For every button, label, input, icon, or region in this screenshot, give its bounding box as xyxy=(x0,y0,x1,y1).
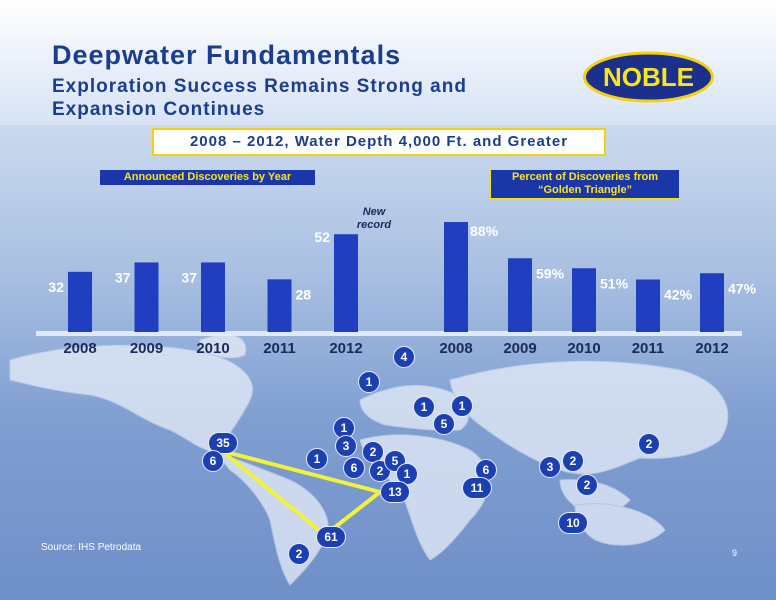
category-label-2008: 2008 xyxy=(63,340,96,357)
map-marker: 2 xyxy=(562,450,584,472)
map-marker: 2 xyxy=(576,474,598,496)
map-marker: 6 xyxy=(343,457,365,479)
map-marker: 3 xyxy=(539,456,561,478)
map-marker: 2 xyxy=(362,441,384,463)
value-label-2009: 59% xyxy=(536,265,565,281)
bar-2012 xyxy=(700,273,724,332)
map-marker: 2 xyxy=(288,543,310,565)
category-label-2012: 2012 xyxy=(695,340,728,357)
page-title: Deepwater Fundamentals xyxy=(52,40,402,70)
value-label-2011: 28 xyxy=(296,286,312,302)
value-label-2010: 51% xyxy=(600,275,629,291)
map-marker: 10 xyxy=(558,512,588,534)
category-label-2012: 2012 xyxy=(329,340,362,357)
map-marker: 3 xyxy=(335,435,357,457)
bar-2011 xyxy=(636,279,660,332)
category-label-2009: 2009 xyxy=(130,340,163,357)
left-chart-title: Announced Discoveries by Year xyxy=(99,169,316,186)
noble-logo: NOBLE xyxy=(583,51,714,103)
category-label-2010: 2010 xyxy=(196,340,229,357)
map-marker: 35 xyxy=(208,432,238,454)
logo-text: NOBLE xyxy=(603,62,694,92)
discoveries-chart: 32 2008 37 2009 37 2010 28 2011 52 2012 xyxy=(48,229,362,357)
category-label-2011: 2011 xyxy=(632,340,665,357)
right-chart-title: Percent of Discoveries from “Golden Tria… xyxy=(490,169,680,199)
value-label-2011: 42% xyxy=(664,287,693,303)
map-marker: 61 xyxy=(316,526,346,548)
map-marker: 13 xyxy=(380,481,410,503)
map-marker: 4 xyxy=(393,346,415,368)
value-label-2012: 47% xyxy=(728,280,757,296)
value-label-2010: 37 xyxy=(181,269,197,285)
chart-baseline xyxy=(36,331,742,336)
map-marker: 1 xyxy=(451,395,473,417)
value-label-2008: 88% xyxy=(470,223,499,239)
golden-triangle-chart: 88% 2008 59% 2009 51% 2010 42% 2011 47% 2012 xyxy=(439,222,757,357)
new-record-annotation: New record xyxy=(356,206,392,231)
golden-triangle xyxy=(220,449,382,537)
bar-2009 xyxy=(134,262,159,332)
bar-2008 xyxy=(68,271,92,332)
bar-2011 xyxy=(267,279,292,332)
map-marker: 5 xyxy=(433,413,455,435)
value-label-2008: 32 xyxy=(48,279,64,295)
bar-2010 xyxy=(572,268,596,332)
map-marker: 1 xyxy=(333,417,355,439)
map-marker: 2 xyxy=(638,433,660,455)
category-label-2011: 2011 xyxy=(263,340,296,357)
map-marker: 11 xyxy=(462,477,492,499)
map-marker: 6 xyxy=(202,450,224,472)
category-label-2009: 2009 xyxy=(503,340,536,357)
value-label-2012: 52 xyxy=(314,229,330,245)
category-label-2010: 2010 xyxy=(567,340,600,357)
page-subtitle: Exploration Success Remains Strong and E… xyxy=(52,76,467,120)
caption-box: 2008 – 2012, Water Depth 4,000 Ft. and G… xyxy=(152,128,606,156)
map-marker: 1 xyxy=(306,448,328,470)
category-label-2008: 2008 xyxy=(439,340,472,357)
map-marker: 1 xyxy=(413,396,435,418)
map-marker: 1 xyxy=(358,371,380,393)
source-note: Source: IHS Petrodata xyxy=(41,542,142,553)
value-label-2009: 37 xyxy=(115,269,131,285)
bar-2010 xyxy=(201,262,225,332)
page-number: 9 xyxy=(732,548,738,558)
bar-2008 xyxy=(444,222,468,332)
bar-2009 xyxy=(508,258,532,332)
bar-2012 xyxy=(334,234,358,332)
